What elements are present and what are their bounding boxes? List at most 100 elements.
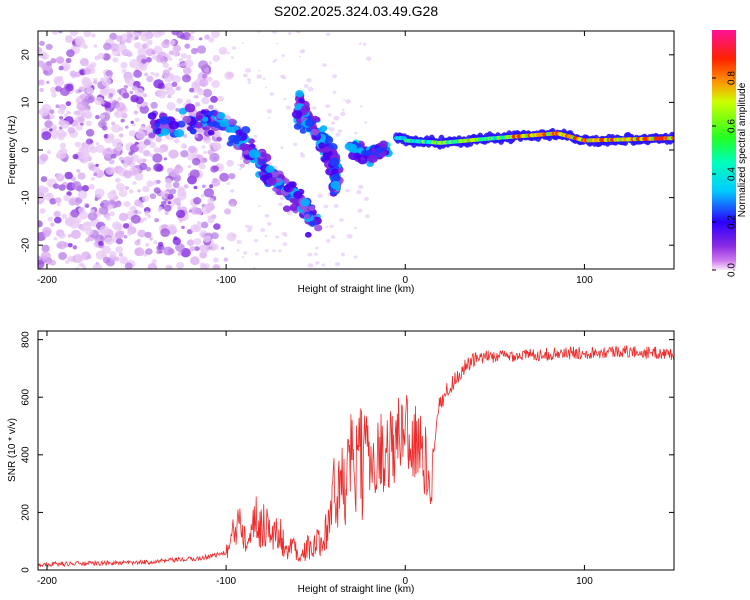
spectrogram-noise-blob	[140, 102, 146, 108]
spectrogram-noise-blob	[176, 209, 186, 219]
spectrogram-noise-blob	[67, 243, 73, 248]
spectrogram-noise-blob	[133, 110, 139, 115]
spectrogram-noise-blob	[84, 94, 95, 104]
spectrogram-ytick-label: 0	[21, 147, 32, 153]
spectrogram-noise-blob	[189, 169, 200, 179]
spectrogram-noise-blob	[248, 164, 251, 166]
spectrogram-noise-blob	[127, 231, 133, 236]
spectrogram-noise-blob	[167, 94, 172, 99]
spectrogram-noise-blob	[164, 211, 169, 215]
spectrogram-noise-blob	[83, 68, 92, 75]
spectrogram-noise-blob	[49, 128, 53, 132]
spectrogram-noise-blob	[120, 38, 127, 44]
spectrogram-noise-blob	[266, 109, 272, 114]
spectrogram-noise-blob	[202, 73, 207, 79]
spectrogram-noise-blob	[123, 223, 130, 229]
spectrogram-noise-blob	[128, 189, 134, 194]
spectrogram-noise-blob	[332, 90, 337, 94]
spectrogram-noise-blob	[65, 57, 72, 64]
spectrogram-noise-blob	[236, 239, 242, 245]
spectrogram-noise-blob	[182, 133, 188, 138]
spectrogram-noise-blob	[313, 252, 318, 256]
spectrogram-ridge-blob	[314, 224, 323, 232]
spectrogram-noise-blob	[212, 142, 222, 151]
spectrogram-noise-blob	[213, 223, 221, 230]
spectrogram-noise-blob	[55, 104, 60, 109]
spectrogram-noise-blob	[191, 207, 201, 215]
spectrogram-noise-blob	[38, 220, 43, 228]
spectrogram-noise-blob	[133, 69, 143, 78]
spectrogram-noise-blob	[353, 255, 358, 259]
spectrogram-noise-blob	[59, 116, 64, 120]
spectrogram-ytick-label: -20	[21, 238, 32, 253]
spectrogram-noise-blob	[153, 187, 161, 194]
spectrogram-noise-blob	[102, 256, 111, 264]
spectrogram-noise-blob	[145, 242, 150, 247]
spectrogram-noise-blob	[218, 46, 228, 55]
colorbar-tick-label: 0.6	[727, 119, 738, 133]
spectrogram-noise-blob	[260, 228, 266, 232]
spectrogram-noise-blob	[43, 70, 49, 75]
spectrogram-noise-blob	[91, 33, 96, 38]
spectrogram-noise-blob	[88, 184, 95, 190]
spectrogram-noise-blob	[229, 189, 235, 193]
spectrogram-noise-blob	[183, 66, 192, 75]
spectrogram-noise-blob	[356, 189, 362, 195]
spectrogram-ridge-blob	[267, 177, 277, 186]
spectrogram-noise-blob	[245, 68, 252, 73]
spectrogram-noise-blob	[303, 84, 309, 88]
spectrogram-noise-blob	[152, 31, 162, 38]
spectrogram-noise-blob	[137, 210, 142, 215]
spectrogram-noise-blob	[115, 112, 119, 116]
spectrogram-ridge-blob	[189, 128, 197, 135]
spectrogram-noise-blob	[198, 162, 206, 170]
spectrogram-noise-blob	[146, 57, 152, 63]
spectrogram-noise-blob	[339, 218, 344, 222]
spectrogram-ridge-blob	[154, 122, 160, 128]
spectrogram-noise-blob	[300, 152, 304, 155]
spectrogram-noise-blob	[226, 159, 235, 167]
spectrogram-noise-blob	[46, 80, 50, 84]
spectrogram-noise-blob	[165, 264, 173, 269]
spectrogram-ridge-blob	[282, 205, 291, 212]
spectrogram-noise-blob	[358, 184, 364, 190]
spectrogram-noise-blob	[296, 31, 301, 34]
spectrogram-noise-blob	[359, 105, 363, 108]
spectrogram-noise-blob	[142, 217, 147, 221]
spectrogram-noise-blob	[343, 99, 346, 101]
spectrogram-noise-blob	[209, 184, 214, 189]
spectrogram-noise-blob	[66, 49, 75, 58]
spectrogram-noise-blob	[86, 254, 92, 260]
spectrogram-noise-blob	[366, 56, 372, 61]
spectrogram-noise-blob	[74, 217, 82, 224]
spectrogram-noise-blob	[50, 222, 55, 227]
spectrogram-noise-blob	[139, 204, 144, 208]
spectrogram-noise-blob	[176, 63, 181, 68]
snr-xtick-label: -200	[37, 576, 57, 587]
snr-ytick-label: 400	[21, 446, 32, 463]
spectrogram-noise-blob	[186, 239, 195, 246]
spectrogram-noise-blob	[44, 120, 53, 128]
spectrogram-noise-blob	[53, 210, 61, 218]
spectrogram-ridge-blob	[298, 98, 305, 104]
spectrogram-noise-blob	[330, 235, 336, 239]
spectrogram-noise-blob	[86, 87, 94, 95]
spectrogram-noise-blob	[212, 54, 220, 62]
spectrogram-noise-blob	[194, 246, 200, 252]
spectrogram-noise-blob	[60, 120, 70, 129]
spectrogram-noise-blob	[169, 188, 177, 195]
spectrogram-noise-blob	[68, 198, 77, 206]
spectrogram-noise-blob	[76, 101, 87, 111]
spectrogram-ridge-blob	[375, 146, 384, 154]
spectrogram-noise-blob	[126, 33, 133, 39]
spectrogram-noise-blob	[298, 55, 301, 58]
spectrogram-ridge-blob	[283, 185, 291, 192]
spectrogram-noise-blob	[123, 201, 131, 208]
spectrogram-noise-blob	[267, 116, 271, 119]
spectrogram-noise-blob	[254, 238, 259, 243]
spectrogram-noise-blob	[38, 255, 42, 261]
spectrogram-noise-blob	[72, 245, 78, 250]
spectrogram-noise-blob	[176, 98, 183, 104]
spectrogram-noise-blob	[190, 47, 198, 55]
